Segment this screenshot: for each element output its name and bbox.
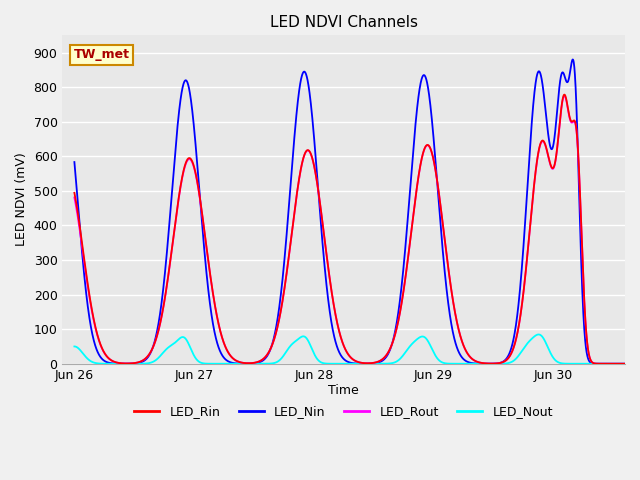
Text: TW_met: TW_met: [74, 48, 130, 61]
Legend: LED_Rin, LED_Nin, LED_Rout, LED_Nout: LED_Rin, LED_Nin, LED_Rout, LED_Nout: [129, 400, 558, 423]
Title: LED NDVI Channels: LED NDVI Channels: [269, 15, 418, 30]
Y-axis label: LED NDVI (mV): LED NDVI (mV): [15, 153, 28, 246]
X-axis label: Time: Time: [328, 384, 359, 397]
